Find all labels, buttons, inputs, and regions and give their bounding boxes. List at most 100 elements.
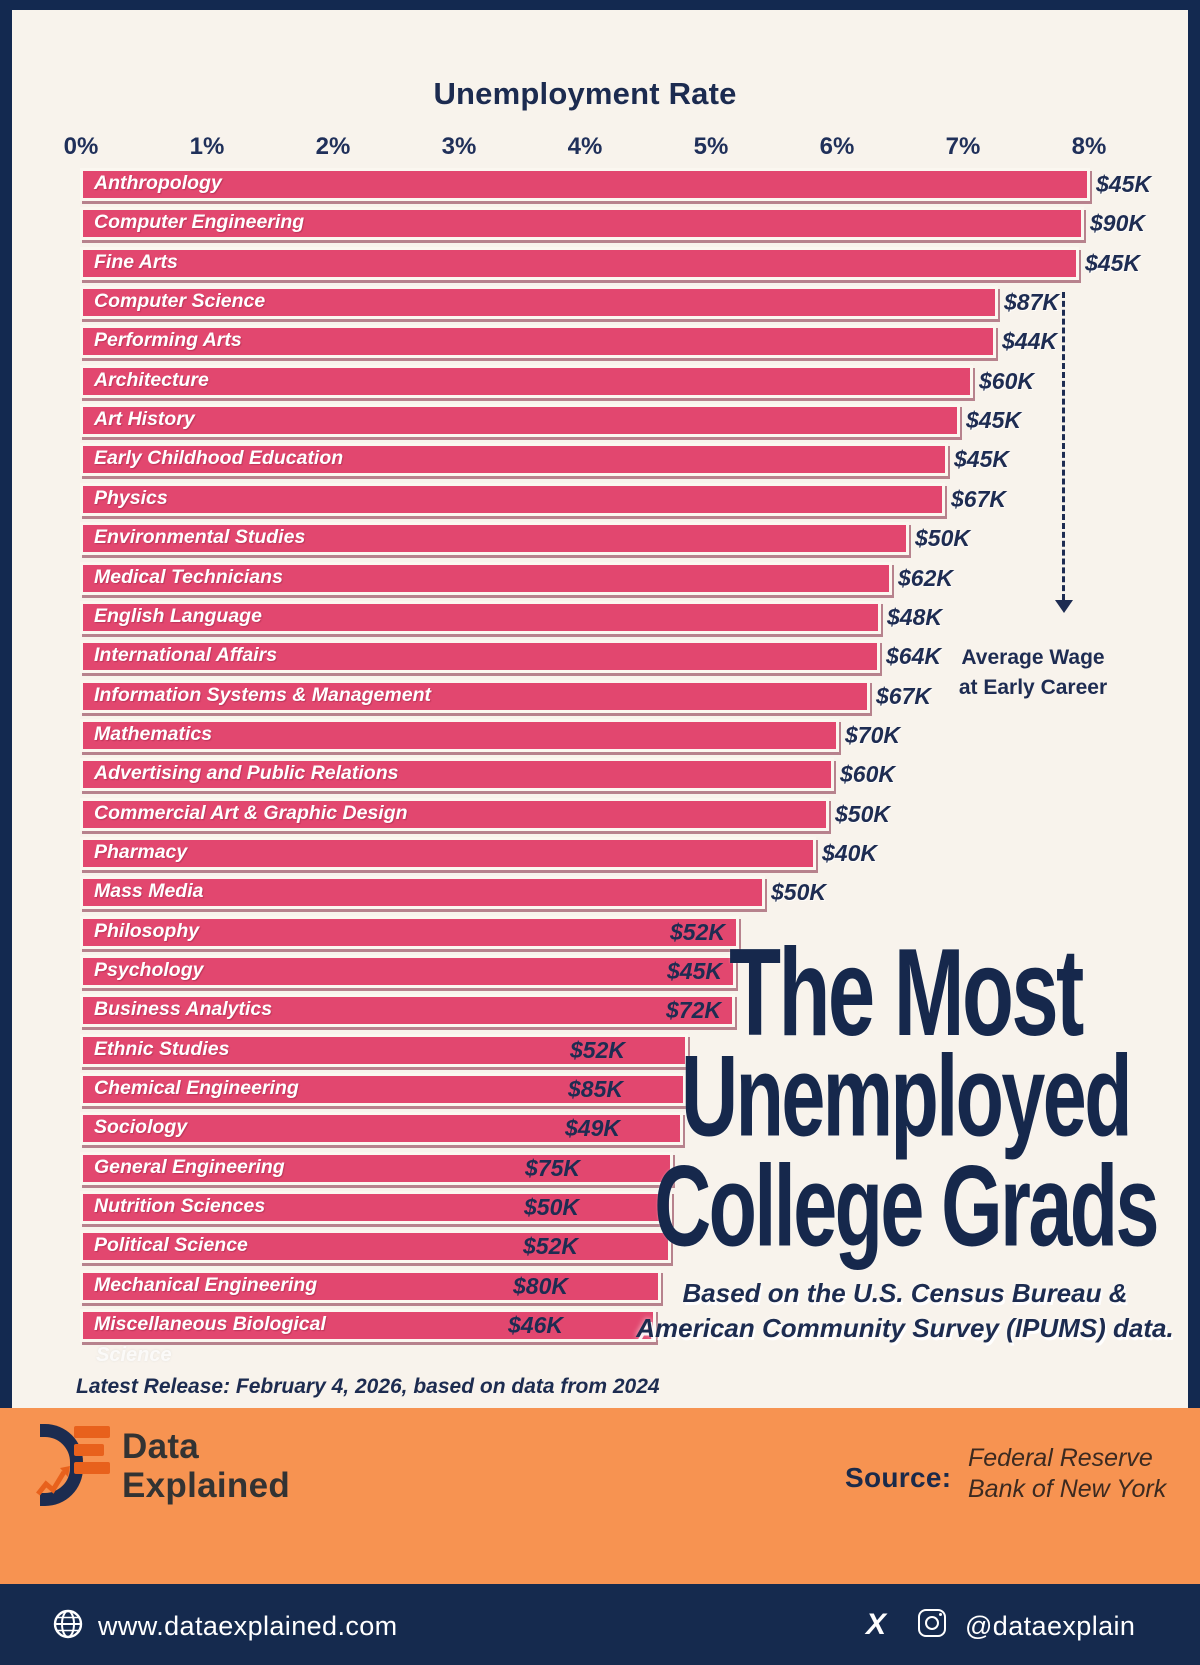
main-title-line1: The Most — [729, 923, 1084, 1063]
bar-category-label: Environmental Studies — [94, 526, 306, 549]
bar-row: Sociology $49K — [0, 1112, 1200, 1146]
bar-wage-label: $45K — [667, 958, 722, 984]
bar-wage-label: $46K — [508, 1312, 563, 1339]
source-label: Source: — [845, 1462, 952, 1493]
bar-category-label: Psychology — [94, 959, 204, 981]
bar-category-label: General Engineering — [94, 1155, 285, 1178]
bar — [80, 758, 834, 792]
subtitle-line1: Based on the U.S. Census Bureau & — [682, 1278, 1128, 1308]
bar-category-label: English Language — [94, 604, 262, 627]
bar — [80, 1191, 672, 1225]
logo-e-bar — [74, 1462, 110, 1474]
bar — [80, 1073, 686, 1107]
bar-row: Miscellaneous Biological $46K — [0, 1309, 1200, 1343]
bar-wage-label: $44K — [1002, 328, 1057, 355]
bar-wage-label: $45K — [1096, 171, 1151, 197]
bar — [80, 286, 998, 320]
bar — [80, 718, 839, 752]
bar-category-label: Anthropology — [94, 172, 222, 194]
instagram-icon[interactable] — [918, 1609, 946, 1637]
bar — [80, 1230, 671, 1264]
bar-wage-label: $50K — [524, 1194, 579, 1221]
bar-category-label: Mathematics — [94, 722, 213, 745]
axis-tick-label: 7% — [945, 133, 981, 160]
axis-tick-label: 4% — [567, 133, 603, 160]
bar-row: Architecture $60K — [0, 364, 1200, 398]
bar — [80, 836, 816, 870]
bar-row: Chemical Engineering $85K — [0, 1073, 1200, 1107]
logo-e-bar — [74, 1426, 110, 1438]
main-title-line3: College Grads — [654, 1141, 1159, 1271]
logo-e-bar — [74, 1444, 104, 1456]
bar-row: Computer Engineering $90K — [0, 207, 1200, 241]
bar-row: Political Science $52K — [0, 1230, 1200, 1264]
bar-row: Ethnic Studies $52K — [0, 1033, 1200, 1067]
bar-category-label: Political Science — [94, 1234, 248, 1257]
axis-tick-label: 8% — [1071, 133, 1107, 160]
bar — [80, 797, 829, 831]
bar-row: Art History $45K — [0, 404, 1200, 438]
data-explained-logo — [36, 1424, 126, 1506]
release-footnote: Latest Release: February 4, 2026, based … — [76, 1375, 660, 1398]
brand-name: Data Explained — [122, 1427, 290, 1505]
footer-navy-band — [0, 1584, 1200, 1665]
bar-wage-label: $52K — [523, 1233, 578, 1260]
bar-row: Performing Arts $44K — [0, 325, 1200, 359]
x-twitter-icon[interactable]: X — [866, 1608, 887, 1641]
bar-wage-label: $52K — [670, 918, 725, 945]
bar — [80, 1033, 688, 1067]
main-title-line2: Unemployed — [681, 1031, 1132, 1161]
bar-wage-label: $85K — [568, 1076, 623, 1103]
footer-orange-band — [0, 1408, 1200, 1584]
bar-row: English Language $48K — [0, 600, 1200, 634]
brand-line1: Data — [122, 1427, 200, 1466]
bar-wage-label: $50K — [835, 800, 890, 827]
bar-row: Mathematics $70K — [0, 718, 1200, 752]
bar-row: Early Childhood Education $45K — [0, 443, 1200, 477]
bar — [80, 1151, 673, 1185]
bar-category-label: Pharmacy — [94, 840, 188, 863]
wage-annotation-line2: at Early Career — [958, 676, 1108, 699]
bar-wage-label: $90K — [1090, 210, 1145, 237]
bar-category-label: Computer Science — [94, 290, 266, 313]
bar-row: Psychology $45K — [0, 955, 1200, 988]
source-line2: Bank of New York — [968, 1475, 1167, 1503]
logo-chart-line-icon — [36, 1466, 70, 1496]
bar-row: Commercial Art & Graphic Design $50K — [0, 797, 1200, 831]
bar-category-label: Information Systems & Management — [94, 683, 431, 706]
bar — [80, 994, 735, 1028]
website-url[interactable]: www.dataexplained.com — [98, 1611, 398, 1641]
bar-wage-label: $49K — [565, 1115, 620, 1142]
bar-row: Computer Science $87K — [0, 286, 1200, 320]
bar-category-label: Fine Arts — [94, 250, 178, 273]
bar-category-label: Architecture — [94, 368, 209, 391]
bar-wage-label: $67K — [951, 485, 1006, 512]
bar — [80, 364, 973, 398]
bar-row: Business Analytics $72K — [0, 994, 1200, 1028]
axis-tick-label: 0% — [63, 133, 99, 160]
bar-row: Medical Technicians $62K — [0, 561, 1200, 595]
bar-row: Physics $67K — [0, 482, 1200, 516]
bar-row: International Affairs $64K — [0, 640, 1200, 674]
bar-wage-label: $52K — [570, 1036, 625, 1063]
bar-wage-label: $67K — [876, 682, 931, 709]
bar-wage-label: $87K — [1004, 289, 1059, 316]
bar-row: Mass Media $50K — [0, 876, 1200, 910]
bar-category-label: Physics — [94, 486, 168, 509]
bar-wage-label: $45K — [966, 407, 1021, 434]
bar-category-label: Chemical Engineering — [94, 1077, 299, 1100]
bar-wage-label: $70K — [845, 721, 900, 748]
bar-category-label: Business Analytics — [94, 998, 273, 1021]
social-handle[interactable]: @dataexplain — [965, 1611, 1136, 1641]
subtitle-line2: American Community Survey (IPUMS) data. — [636, 1313, 1174, 1343]
bar-wage-label: $80K — [513, 1272, 568, 1299]
bar — [80, 522, 909, 556]
bar — [80, 1269, 661, 1303]
bar-category-label: Mechanical Engineering — [94, 1273, 318, 1296]
bar-wage-label: $45K — [954, 446, 1009, 473]
source-line1: Federal Reserve — [968, 1444, 1153, 1472]
bar — [80, 482, 945, 516]
bar-wage-label: $62K — [898, 564, 953, 591]
bar — [80, 1309, 656, 1343]
